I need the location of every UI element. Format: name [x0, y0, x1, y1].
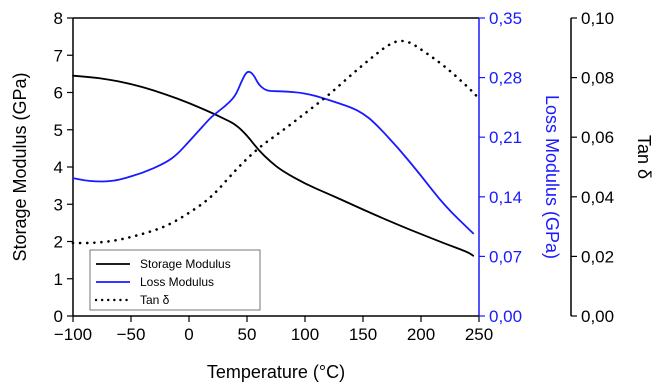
x-tick-label: 50 [238, 325, 257, 344]
loss-axis-title: Loss Modulus (GPa) [542, 95, 562, 259]
tan-tick-label: 0,08 [581, 69, 614, 88]
tan-tick-label: 0,00 [581, 307, 614, 326]
series-line-storage-modulus [72, 74, 475, 257]
legend: Storage Modulus Loss Modulus Tan δ [89, 249, 261, 311]
left-tick-label: 0 [54, 307, 63, 326]
series-line-tan [71, 39, 481, 245]
left-tick-label: 8 [54, 9, 63, 28]
axes-layer: −100 −50 0 50 100 150 200 250 0 1 2 3 4 5 6 7 8 0,00 0,07 0… [10, 9, 654, 382]
left-tick-label: 1 [54, 270, 63, 289]
left-tick-label: 3 [54, 195, 63, 214]
loss-tick-label: 0,07 [489, 247, 522, 266]
left-tick-label: 2 [54, 233, 63, 252]
x-tick-label: 150 [349, 325, 377, 344]
x-tick-label: 250 [465, 325, 493, 344]
tan-tick-label: 0,04 [581, 188, 614, 207]
x-tick-label: −100 [54, 325, 92, 344]
tan-tick-label: 0,10 [581, 9, 614, 28]
loss-tick-label: 0,21 [489, 128, 522, 147]
x-axis-title: Temperature (°C) [207, 362, 345, 382]
x-tick-label: 100 [291, 325, 319, 344]
legend-label: Tan δ [140, 293, 170, 307]
loss-tick-label: 0,35 [489, 9, 522, 28]
plot-frame [72, 17, 572, 317]
x-tick-label: 200 [407, 325, 435, 344]
tan-axis-title: Tan δ [634, 135, 654, 179]
left-tick-label: 4 [54, 158, 63, 177]
left-axis-title: Storage Modulus (GPa) [10, 72, 30, 261]
legend-label: Storage Modulus [140, 257, 231, 271]
left-tick-label: 7 [54, 46, 63, 65]
x-tick-label: −50 [117, 325, 146, 344]
series-layer [71, 39, 481, 257]
left-tick-label: 5 [54, 121, 63, 140]
legend-label: Loss Modulus [140, 275, 214, 289]
x-tick-label: 0 [184, 325, 193, 344]
tan-tick-label: 0,02 [581, 247, 614, 266]
legend-box [89, 249, 261, 311]
loss-tick-label: 0,14 [489, 188, 522, 207]
left-tick-label: 6 [54, 84, 63, 103]
series-line-loss-modulus [72, 70, 475, 235]
loss-tick-label: 0,28 [489, 69, 522, 88]
loss-tick-label: 0,00 [489, 307, 522, 326]
tan-tick-label: 0,06 [581, 128, 614, 147]
